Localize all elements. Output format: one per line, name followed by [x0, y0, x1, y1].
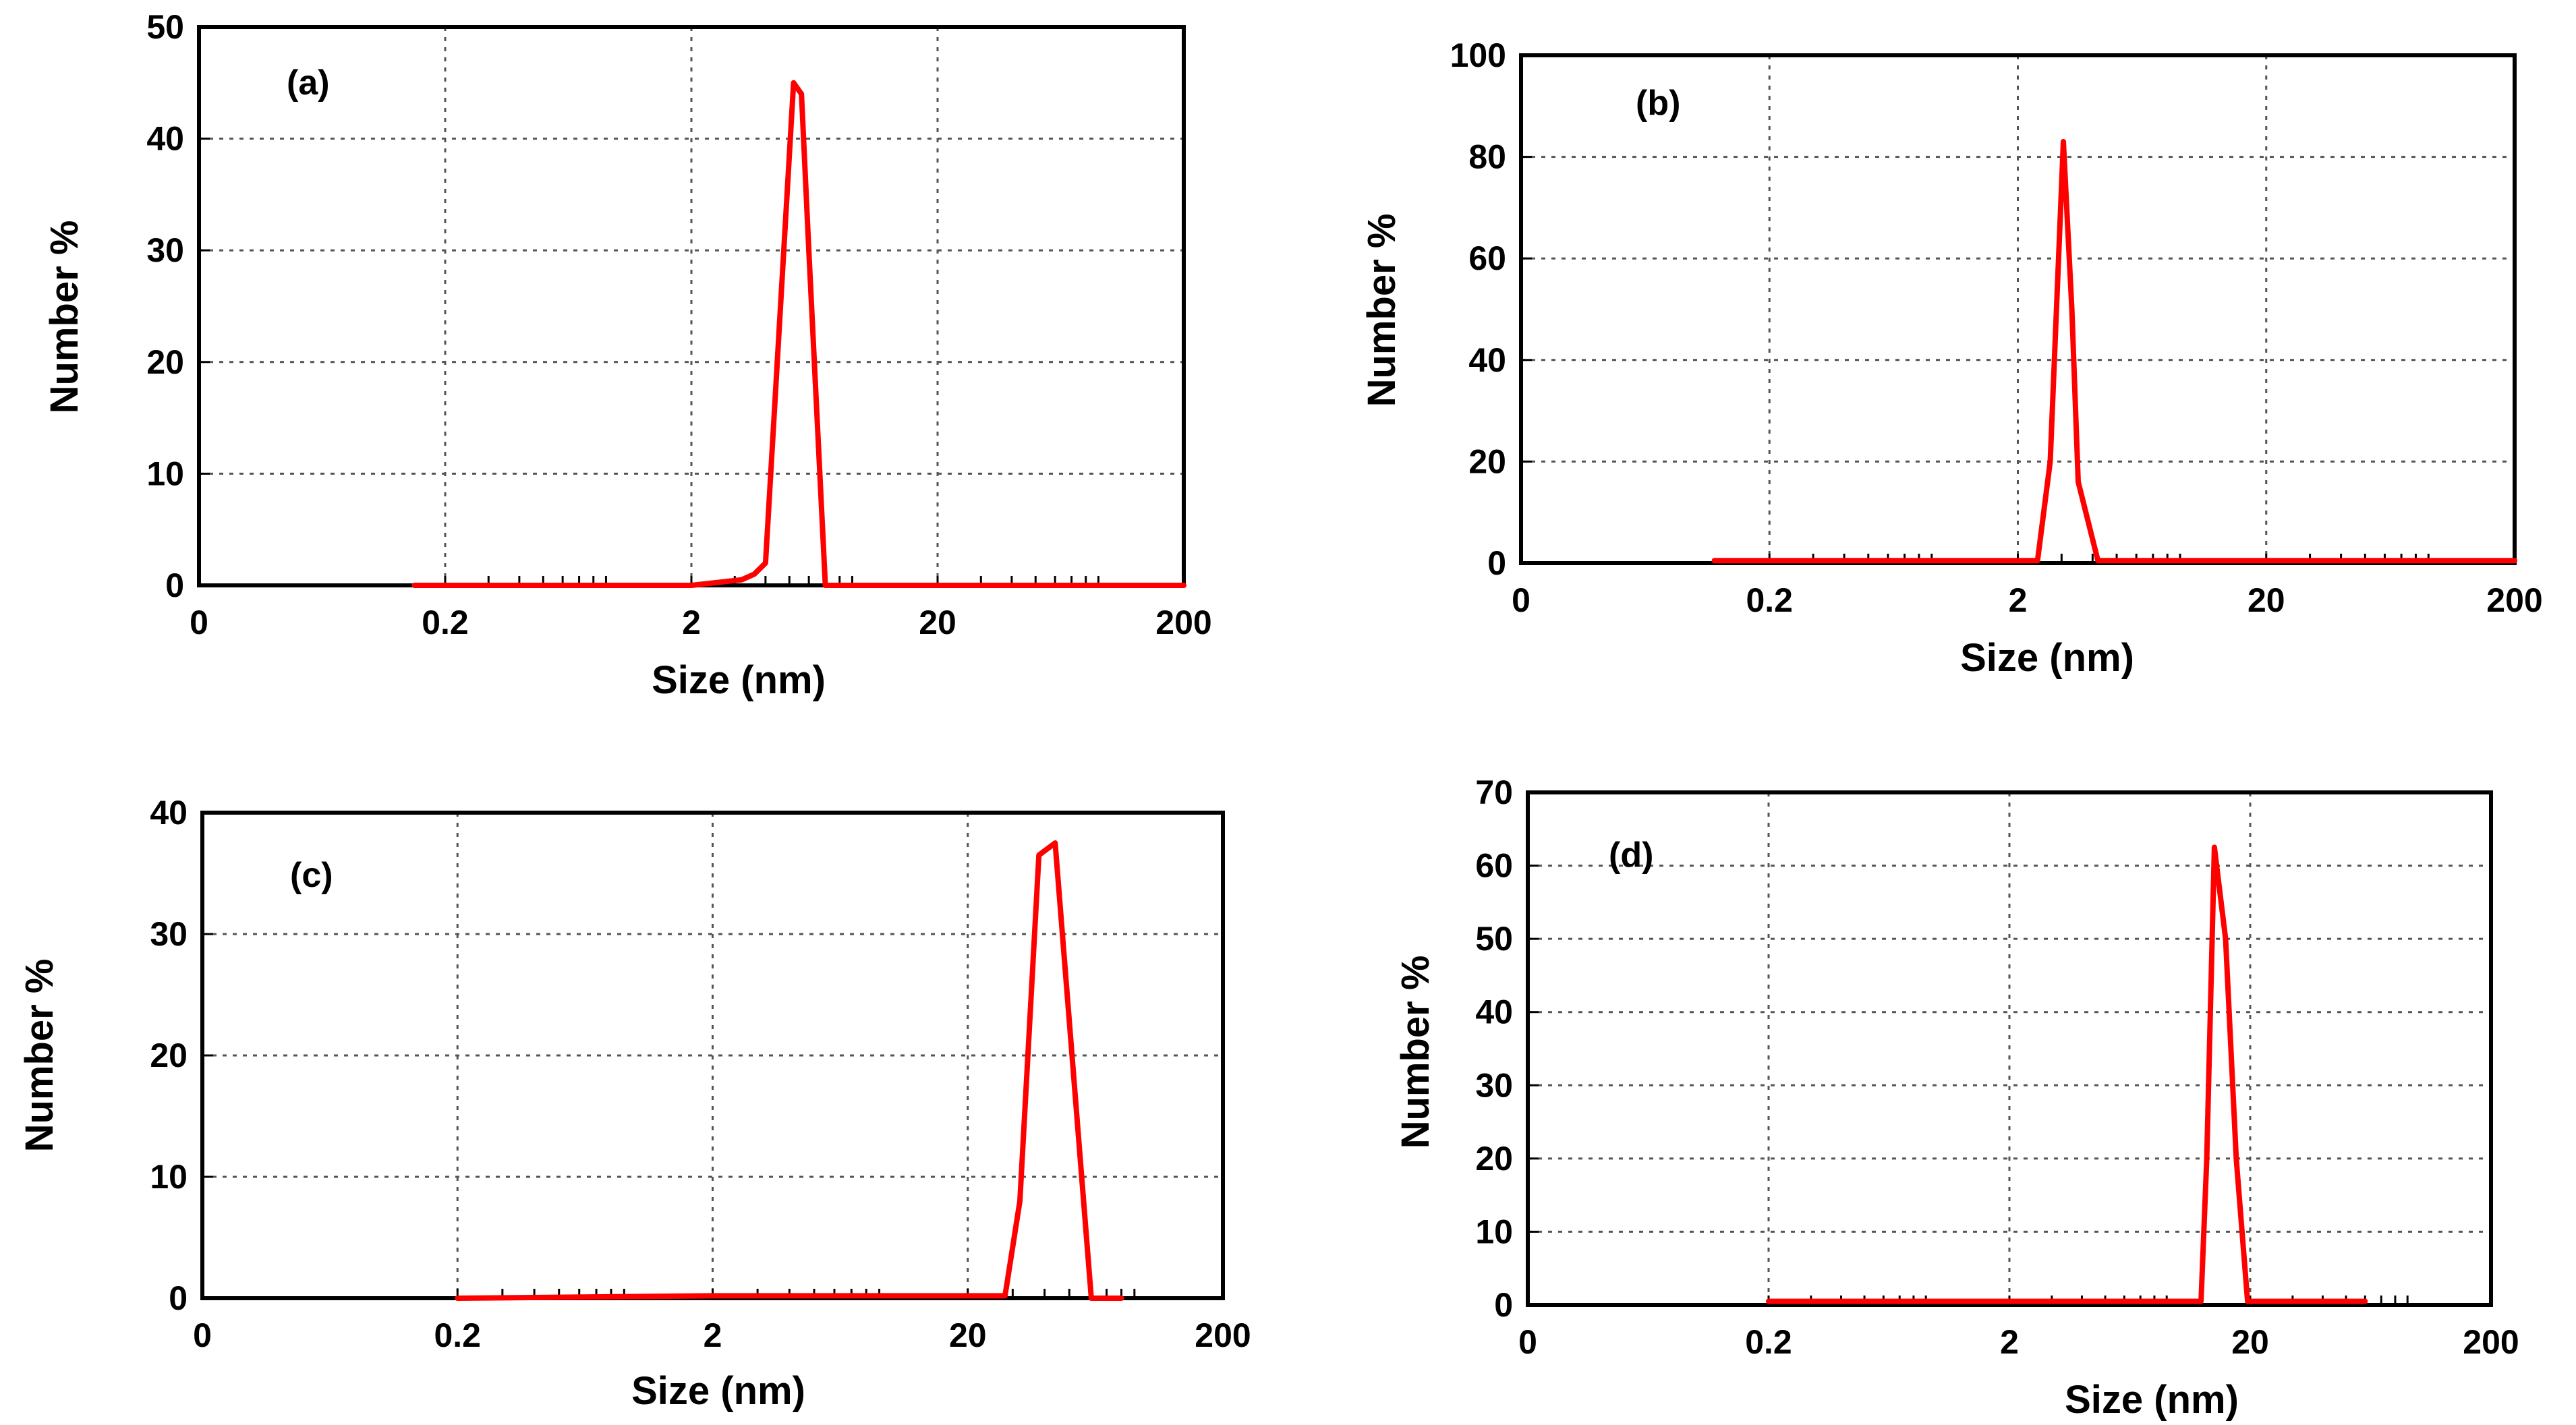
- y-tick-label-0: 0: [165, 566, 184, 604]
- y-tick-label-0: 0: [169, 1279, 188, 1317]
- x-tick-label-0-2: 0.2: [1746, 581, 1793, 619]
- y-tick-label-10: 10: [150, 1158, 188, 1196]
- y-axis-title: Number %: [42, 221, 86, 414]
- y-axis-title: Number %: [1394, 956, 1437, 1149]
- x-tick-label-20: 20: [2231, 1323, 2269, 1361]
- y-tick-label-60: 60: [1468, 239, 1506, 277]
- y-tick-label-60: 60: [1475, 847, 1513, 885]
- x-tick-label-2: 2: [704, 1316, 722, 1354]
- size-distribution-line: [1711, 139, 2517, 564]
- y-tick-label-40: 40: [146, 120, 184, 158]
- y-tick-label-0: 0: [1487, 544, 1506, 582]
- x-tick-label-0-2: 0.2: [422, 604, 469, 641]
- y-tick-label-30: 30: [150, 915, 188, 953]
- chart-panel-b: 0 0.2 2 20 200 0 20 40 60 80 100 Size (nm) Number % (…: [1360, 36, 2543, 680]
- y-tick-label-100: 100: [1450, 36, 1506, 74]
- y-axis-title: Number %: [18, 959, 61, 1153]
- y-tick-label-20: 20: [146, 343, 184, 381]
- y-tick-label-50: 50: [1475, 920, 1513, 958]
- plot-frame: [1526, 790, 2493, 1307]
- x-tick-label-2: 2: [682, 604, 701, 641]
- panel-label: (b): [1636, 84, 1680, 123]
- x-tick-label-2: 2: [2000, 1323, 2019, 1361]
- y-tick-label-40: 40: [1475, 993, 1513, 1031]
- x-tick-label-200: 200: [2486, 581, 2542, 619]
- chart-panel-c: 0 0.2 2 20 200 0 10 20 30 40 Size (nm) Number % (c): [18, 794, 1251, 1413]
- x-axis-title: Size (nm): [2065, 1378, 2239, 1422]
- y-tick-label-40: 40: [150, 794, 188, 832]
- x-tick-label-20: 20: [2248, 581, 2285, 619]
- y-tick-label-80: 80: [1468, 138, 1506, 176]
- y-axis-title: Number %: [1360, 214, 1404, 407]
- y-tick-label-0: 0: [1494, 1286, 1513, 1324]
- x-tick-label-200: 200: [1195, 1316, 1251, 1354]
- x-tick-label-20: 20: [949, 1316, 987, 1354]
- y-tick-label-10: 10: [1475, 1213, 1513, 1250]
- panel-label: (a): [287, 63, 330, 103]
- size-distribution-line: [1766, 844, 2368, 1304]
- y-tick-label-20: 20: [1475, 1140, 1513, 1177]
- y-tick-label-10: 10: [146, 455, 184, 492]
- y-tick-label-30: 30: [146, 231, 184, 269]
- x-tick-label-0: 0: [1512, 581, 1530, 619]
- x-axis-title: Size (nm): [631, 1369, 805, 1413]
- panel-label: (d): [1609, 836, 1653, 875]
- x-tick-label-0-2: 0.2: [1745, 1323, 1792, 1361]
- y-tick-label-20: 20: [150, 1037, 188, 1074]
- x-tick-label-0-2: 0.2: [434, 1316, 481, 1354]
- x-tick-label-200: 200: [1155, 604, 1211, 641]
- size-distribution-line: [411, 80, 1186, 588]
- panel-label: (c): [290, 856, 333, 895]
- x-tick-label-20: 20: [919, 604, 956, 641]
- y-tick-label-50: 50: [146, 8, 184, 46]
- y-tick-label-70: 70: [1475, 774, 1513, 811]
- x-tick-label-200: 200: [2463, 1323, 2519, 1361]
- x-axis-title: Size (nm): [652, 658, 826, 702]
- x-axis-title: Size (nm): [1960, 636, 2134, 680]
- chart-panel-a: 0 0.2 2 20 200 0 10 20 30 40 50 Size (nm) Number % (a…: [42, 8, 1212, 702]
- x-tick-label-0: 0: [193, 1316, 212, 1354]
- x-tick-label-2: 2: [2009, 581, 2028, 619]
- x-tick-label-0: 0: [1518, 1323, 1537, 1361]
- y-tick-label-40: 40: [1468, 341, 1506, 379]
- size-distribution-line: [455, 840, 1124, 1301]
- y-tick-label-30: 30: [1475, 1066, 1513, 1104]
- y-tick-label-20: 20: [1468, 442, 1506, 480]
- x-tick-label-0: 0: [190, 604, 208, 641]
- chart-panel-d: 0 0.2 2 20 200 0 10 20 30 40 50 60 70 Size (nm) Number…: [1394, 774, 2519, 1422]
